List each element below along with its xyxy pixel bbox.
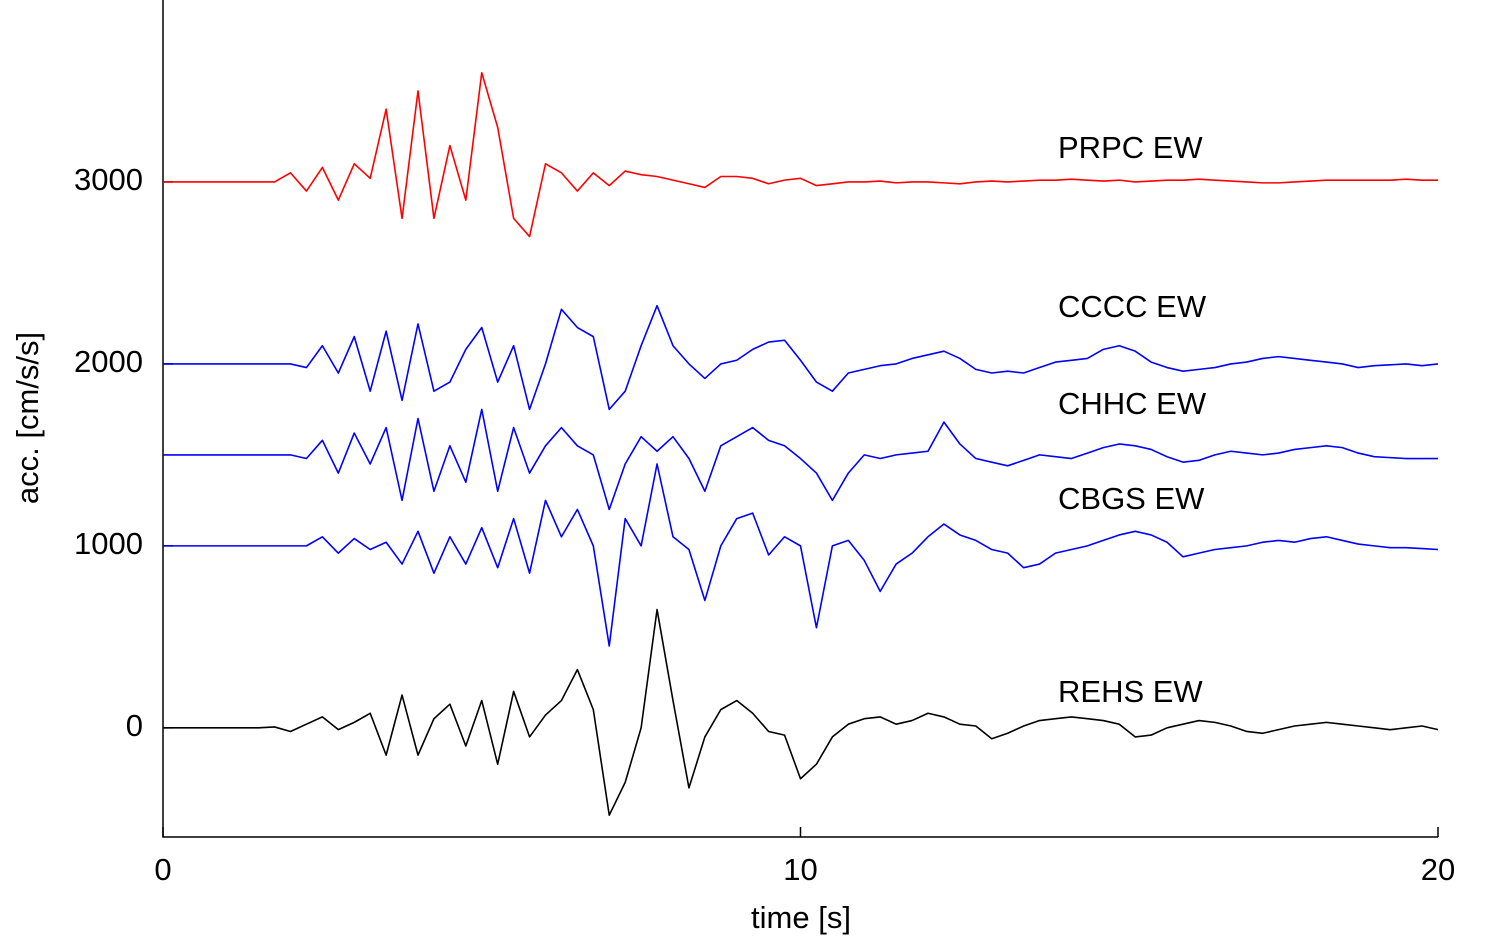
series-line bbox=[163, 608, 1439, 816]
y-tick-label: 0 bbox=[126, 708, 143, 743]
series-label: PRPC EW bbox=[1058, 130, 1203, 165]
x-tick-label: 0 bbox=[154, 852, 171, 887]
series-label: CCCC EW bbox=[1058, 289, 1207, 324]
y-tick-label: 3000 bbox=[74, 162, 143, 197]
series-line bbox=[163, 304, 1439, 411]
x-tick-label: 20 bbox=[1421, 852, 1455, 887]
series-label: REHS EW bbox=[1058, 674, 1203, 709]
x-axis-label: time [s] bbox=[751, 900, 851, 935]
y-tick-label: 2000 bbox=[74, 344, 143, 379]
series-label: CHHC EW bbox=[1058, 386, 1207, 421]
series-line bbox=[163, 463, 1439, 647]
series-line bbox=[163, 71, 1438, 238]
y-axis-label: acc. [cm/s/s] bbox=[10, 332, 45, 504]
series-label: CBGS EW bbox=[1058, 481, 1205, 516]
y-tick-label: 1000 bbox=[74, 526, 143, 561]
series-line bbox=[163, 408, 1438, 511]
axis-spine bbox=[162, 0, 1438, 838]
x-tick-label: 10 bbox=[783, 852, 817, 887]
